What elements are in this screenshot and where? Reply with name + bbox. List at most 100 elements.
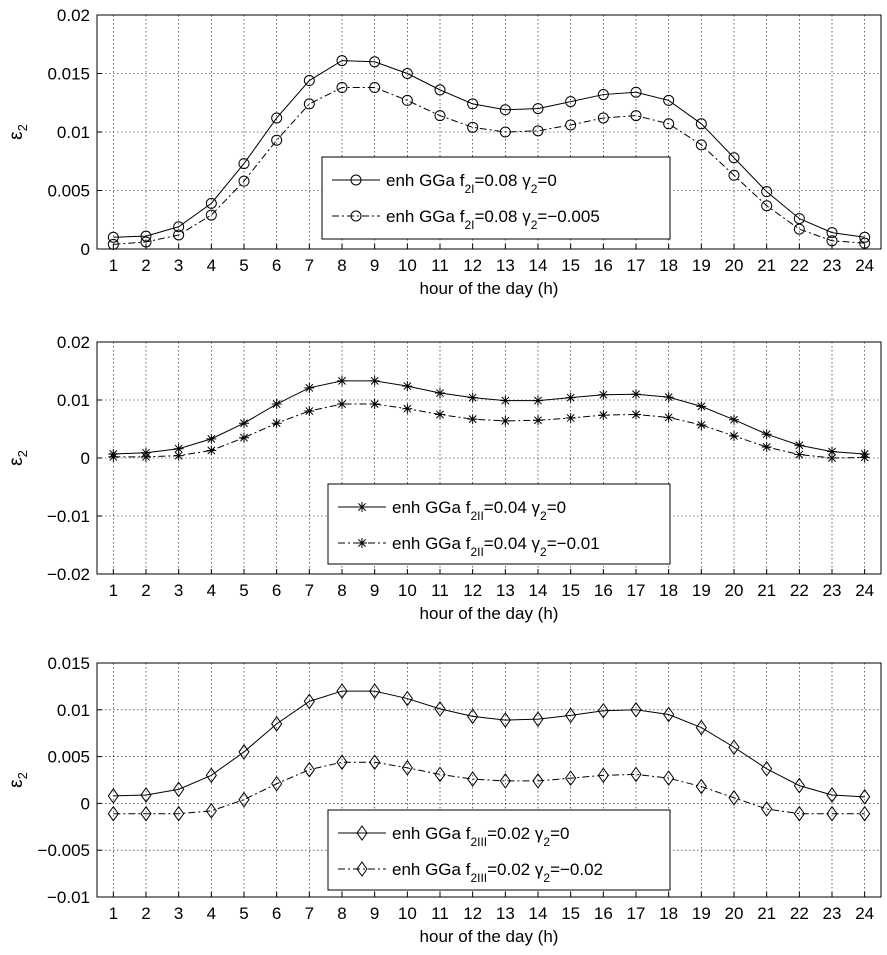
x-tick-label: 22 [790,581,809,600]
data-point-asterisk [663,412,674,423]
data-point-asterisk [500,415,511,426]
x-tick-label: 23 [823,904,842,923]
x-tick-label: 20 [725,581,744,600]
data-point-asterisk [141,451,151,462]
x-tick-label: 5 [239,904,248,923]
data-point-circle [728,152,740,164]
data-point-diamond [238,791,250,808]
y-tick-label: 0.01 [57,391,90,410]
x-tick-label: 6 [272,256,281,275]
data-point-circle [205,197,217,209]
data-point-asterisk [369,399,380,410]
data-point-asterisk [108,451,119,462]
data-point-diamond [271,775,283,792]
data-point-asterisk [827,453,837,463]
data-point-asterisk [435,388,445,399]
x-tick-label: 13 [496,904,515,923]
y-tick-label: 0.01 [57,123,90,142]
data-point-circle [630,110,642,122]
data-point-circle [336,82,348,94]
data-point-diamond [271,715,283,732]
data-point-diamond [499,712,511,728]
data-point-circle [303,75,315,87]
data-point-asterisk [369,375,380,386]
legend-entry-label: enh GGa f2III=0.02 γ2=−0.02 [392,860,603,885]
data-point-circle [859,231,871,243]
data-point-circle [205,209,217,221]
x-tick-label: 19 [692,256,711,275]
data-point-diamond [597,767,609,784]
data-point-diamond [728,789,740,806]
y-tick-label: 0.02 [57,6,90,25]
data-point-diamond [107,788,119,804]
x-tick-label: 10 [398,256,417,275]
data-point-diamond [173,781,185,798]
data-point-asterisk [827,446,837,457]
data-point-circle [499,126,511,138]
data-point-asterisk [565,392,576,403]
data-point-asterisk [598,389,609,400]
series-1 [108,375,870,459]
legend-entry-label: enh GGa f2II=0.04 γ2=0 [392,498,566,523]
legend-marker-asterisk [357,502,367,512]
data-point-diamond [336,683,348,699]
data-point-diamond [499,773,511,789]
data-point-circle [761,200,773,212]
x-tick-label: 9 [370,256,379,275]
data-point-circle [434,84,446,96]
x-tick-label: 14 [529,904,548,923]
data-point-asterisk [533,415,543,426]
data-point-diamond [793,805,805,822]
data-point-circle [663,118,675,130]
data-point-asterisk [859,452,870,463]
data-point-asterisk [271,399,282,410]
data-point-circle [467,98,479,110]
axes-frame [96,662,882,898]
data-point-diamond [369,683,381,699]
data-point-asterisk [663,392,674,403]
data-point-diamond [826,805,838,822]
data-point-diamond [826,787,838,803]
data-point-diamond [663,706,675,723]
data-point-diamond [238,744,250,760]
x-tick-label: 17 [627,581,646,600]
legend-box [327,483,671,565]
data-point-diamond [205,803,217,819]
data-point-diamond [434,701,446,717]
data-point-asterisk [533,395,543,406]
data-point-asterisk [337,375,347,386]
data-point-circle [107,238,119,250]
data-point-diamond [532,773,544,789]
data-point-diamond [303,761,315,778]
legend-marker-circle [350,210,362,222]
y-tick-label: 0 [81,449,90,468]
data-point-diamond [630,701,642,718]
y-tick-label: 0.015 [47,65,90,84]
data-point-diamond [663,770,675,786]
x-tick-label: 21 [757,256,776,275]
x-tick-label: 15 [561,256,580,275]
data-point-diamond [401,759,413,776]
x-tick-label: 20 [725,904,744,923]
x-tick-label: 10 [398,581,417,600]
x-tick-label: 12 [463,581,482,600]
x-tick-label: 20 [725,256,744,275]
x-tick-label: 16 [594,256,613,275]
y-tick-label: 0.015 [47,654,90,673]
x-tick-label: 1 [109,581,118,600]
data-point-diamond [761,801,773,817]
data-point-diamond [205,767,217,784]
x-tick-label: 4 [207,256,216,275]
data-point-circle [467,121,479,133]
data-point-asterisk [467,414,478,425]
y-axis-label: ε2 [6,450,30,466]
data-point-asterisk [761,441,772,452]
data-point-circle [826,235,838,247]
legend-entry-label: enh GGa f2I=0.08 γ2=0 [386,171,557,196]
x-tick-label: 23 [823,256,842,275]
data-point-circle [140,236,152,248]
x-axis-label: hour of the day (h) [420,604,559,623]
legend-marker-asterisk [357,538,367,548]
